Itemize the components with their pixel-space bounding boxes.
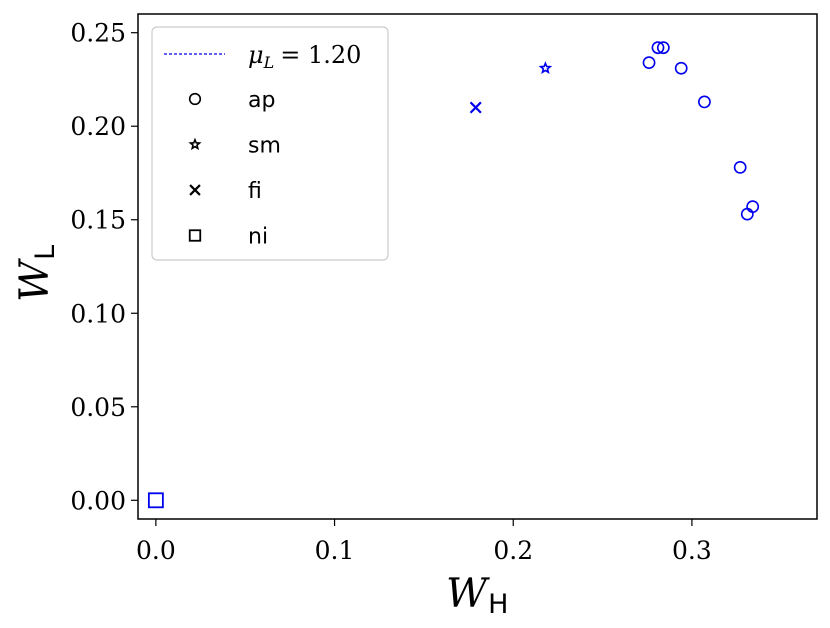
- x-axis: 0.0 0.1 0.2 0.3: [136, 519, 712, 565]
- data-point-ap: [733, 160, 747, 174]
- x-tick-label: 0.3: [672, 536, 712, 565]
- data-point-ap: [746, 200, 760, 214]
- plot-frame: [137, 13, 818, 520]
- x-tick-label: 0.0: [136, 536, 176, 565]
- legend-line-label: μL = 1.20: [248, 41, 361, 72]
- y-axis: 0.00 0.05 0.10 0.15 0.20 0.25: [70, 19, 138, 515]
- legend-marker-ap: [188, 92, 202, 106]
- legend-label-ni: ni: [248, 225, 268, 250]
- legend-marker-fi: [189, 184, 201, 196]
- data-point-fi: [469, 101, 482, 114]
- legend-marker-sm: [188, 137, 202, 151]
- legend-label-ap: ap: [248, 88, 275, 113]
- y-tick-label: 0.05: [70, 393, 126, 422]
- legend-box: [151, 26, 389, 261]
- legend: μL = 1.20 ap sm fi ni: [151, 26, 389, 261]
- y-tick-label: 0.10: [70, 299, 126, 328]
- x-axis-label-main: W: [446, 571, 490, 617]
- plot-area: [137, 13, 818, 520]
- x-tick-label: 0.1: [315, 536, 355, 565]
- y-axis-label: WL: [12, 245, 61, 302]
- legend-mu: μ: [248, 41, 264, 69]
- y-tick-label: 0.20: [70, 112, 126, 141]
- x-axis-label: WH: [446, 571, 508, 620]
- legend-mu-sub: L: [263, 53, 275, 72]
- data-point-ap: [698, 95, 711, 109]
- y-tick-label: 0.00: [70, 486, 126, 515]
- data-point-ap: [674, 61, 688, 75]
- legend-markers: ap sm fi ni: [188, 88, 281, 250]
- data-point-ni: [147, 492, 164, 509]
- data-point-ap: [642, 56, 656, 70]
- data-point-sm: [538, 61, 553, 75]
- y-axis-label-main: W: [12, 258, 58, 302]
- y-axis-label-sub: L: [30, 245, 61, 260]
- legend-marker-ni: [188, 229, 202, 242]
- data-points: [147, 41, 760, 509]
- data-point-ap: [651, 41, 665, 55]
- legend-label-fi: fi: [248, 179, 262, 204]
- x-tick-label: 0.2: [493, 536, 533, 565]
- y-tick-label: 0.25: [70, 19, 126, 48]
- y-tick-label: 0.15: [70, 206, 126, 235]
- data-point-ap: [740, 207, 754, 221]
- legend-label-sm: sm: [248, 134, 281, 159]
- legend-mu-value: = 1.20: [280, 41, 361, 69]
- data-point-ap: [656, 41, 670, 55]
- x-axis-label-sub: H: [488, 589, 508, 620]
